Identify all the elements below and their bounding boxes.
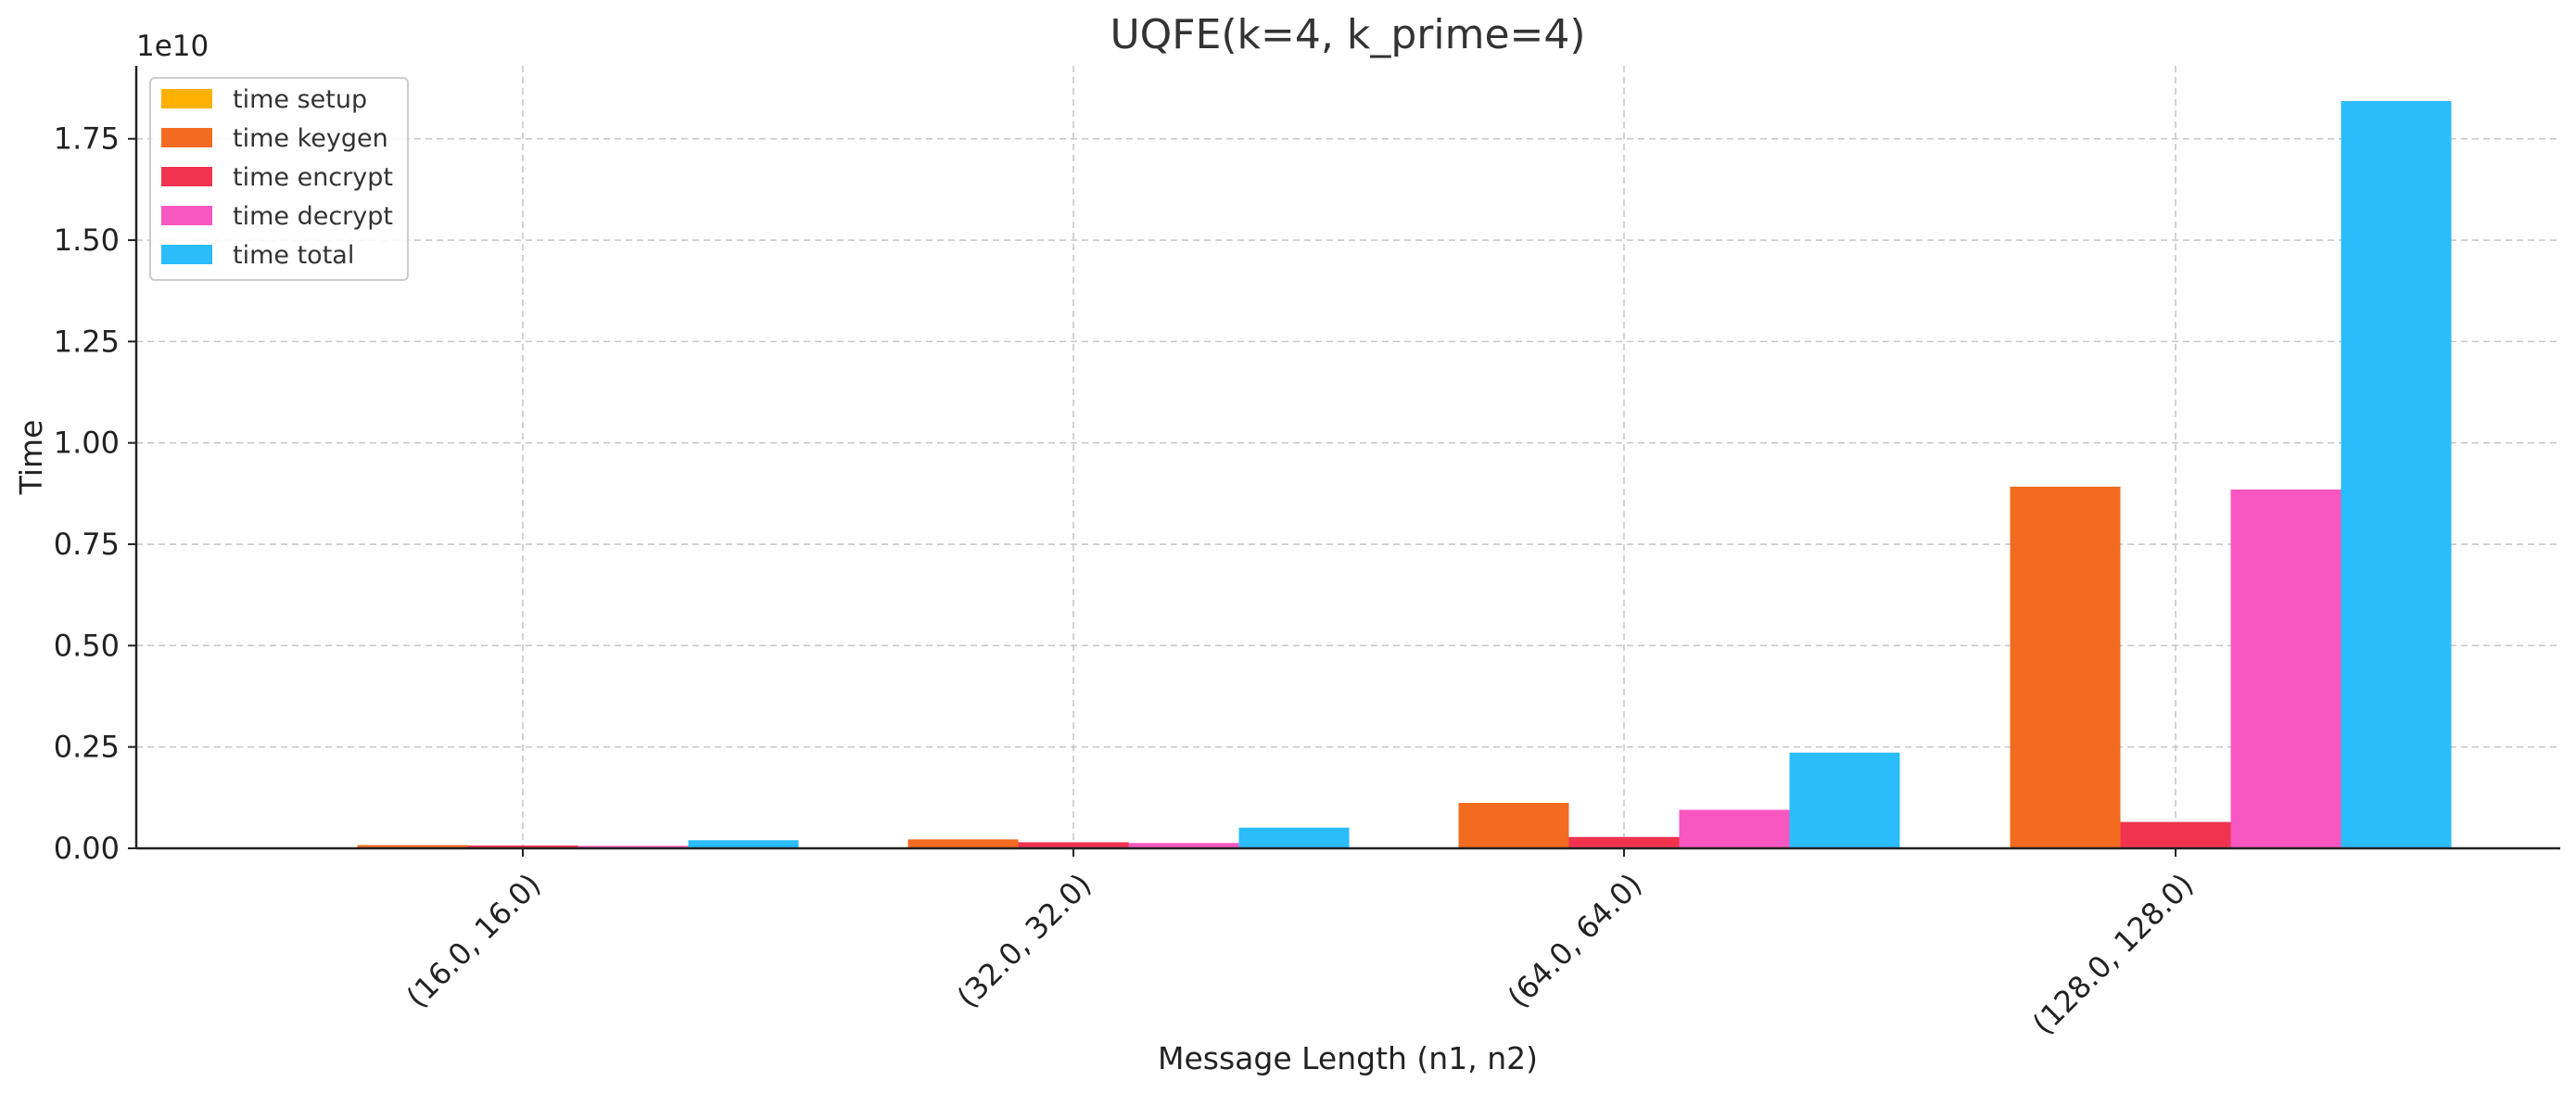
bar-time-keygen [907,839,1019,848]
y-tick-label: 1.00 [54,426,120,461]
bar-time-keygen [1458,803,1569,848]
legend-swatch [161,89,212,108]
legend-swatch [161,206,212,225]
legend-swatch [161,245,212,264]
bar-time-decrypt [1128,843,1239,848]
bar-time-decrypt [1679,809,1790,848]
bar-time-total [1238,827,1350,848]
y-axis-offset-label: 1e10 [136,30,209,63]
legend-swatch [161,128,212,147]
y-tick-label: 1.75 [54,121,120,157]
x-tick-label: (128.0, 128.0) [2025,867,2200,1041]
bar-time-encrypt [2120,821,2231,848]
x-tick-label: (32.0, 32.0) [950,867,1098,1015]
chart-title: UQFE(k=4, k_prime=4) [1110,11,1585,58]
legend-label: time decrypt [233,202,393,231]
grid-lines [136,66,2560,848]
bar-time-keygen [2010,486,2121,848]
bar-time-total [2341,101,2452,848]
bar-time-encrypt [1018,842,1129,848]
x-tick-label: (64.0, 64.0) [1501,867,1649,1015]
legend: time setup time keygen time encrypt time de… [149,77,409,281]
legend-frame [149,77,409,281]
y-tick-label: 0.75 [54,527,120,562]
legend-label: time setup [233,85,367,114]
legend-label: time total [233,241,354,270]
bars [247,101,2452,848]
legend-swatch [161,167,212,186]
bar-time-encrypt [467,845,578,848]
axes [134,66,2560,850]
y-tick-label: 0.50 [54,628,120,663]
bar-time-keygen [357,845,468,848]
bar-time-decrypt [577,846,689,848]
x-tick-label: (16.0, 16.0) [400,867,548,1015]
bar-time-total [688,840,799,848]
legend-label: time keygen [233,124,388,153]
x-axis-label: Message Length (n1, n2) [1158,1040,1538,1076]
bar-time-encrypt [1568,836,1680,848]
y-tick-label: 1.25 [54,324,120,359]
bar-time-decrypt [2230,489,2341,848]
legend-label: time encrypt [233,163,393,192]
y-axis-label: Time [13,420,49,496]
y-tick-label: 1.50 [54,223,120,258]
y-tick-label: 0.00 [54,831,120,866]
bar-time-total [1789,752,1900,848]
y-tick-label: 0.25 [54,730,120,765]
